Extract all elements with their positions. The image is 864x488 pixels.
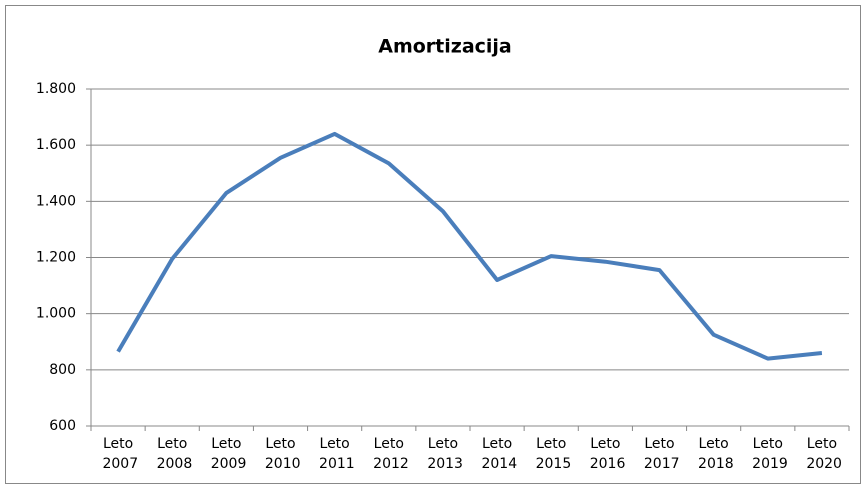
x-tick-label: Leto 2016 (585, 436, 625, 472)
y-tick-label: 1.800 (36, 81, 76, 97)
y-tick-label: 1.400 (36, 193, 76, 209)
x-tick-label: Leto 2011 (315, 436, 355, 472)
x-tick-label: Leto 2012 (369, 436, 409, 472)
x-tick-label: Leto 2008 (152, 436, 192, 472)
x-tick-label: Leto 2019 (748, 436, 788, 472)
y-tick-label: 1.200 (36, 250, 76, 266)
data-line (116, 131, 823, 361)
y-tick-label: 600 (49, 418, 76, 434)
x-tick-label: Leto 2007 (98, 436, 138, 472)
x-tick-label: Leto 2010 (260, 436, 300, 472)
y-tick-label: 800 (49, 362, 76, 378)
x-tick-label: Leto 2017 (639, 436, 679, 472)
x-tick-label: Leto 2009 (206, 436, 246, 472)
x-tick-label: Leto 2014 (477, 436, 517, 472)
y-tick-label: 1.000 (36, 306, 76, 322)
x-tick-label: Leto 2015 (531, 436, 571, 472)
x-tick-label: Leto 2013 (423, 436, 463, 472)
chart-frame (5, 5, 861, 484)
y-tick-label: 1.600 (36, 137, 76, 153)
x-tick-label: Leto 2018 (694, 436, 734, 472)
chart-title: Amortizacija (378, 36, 512, 58)
x-tick-label: Leto 2020 (802, 436, 842, 472)
